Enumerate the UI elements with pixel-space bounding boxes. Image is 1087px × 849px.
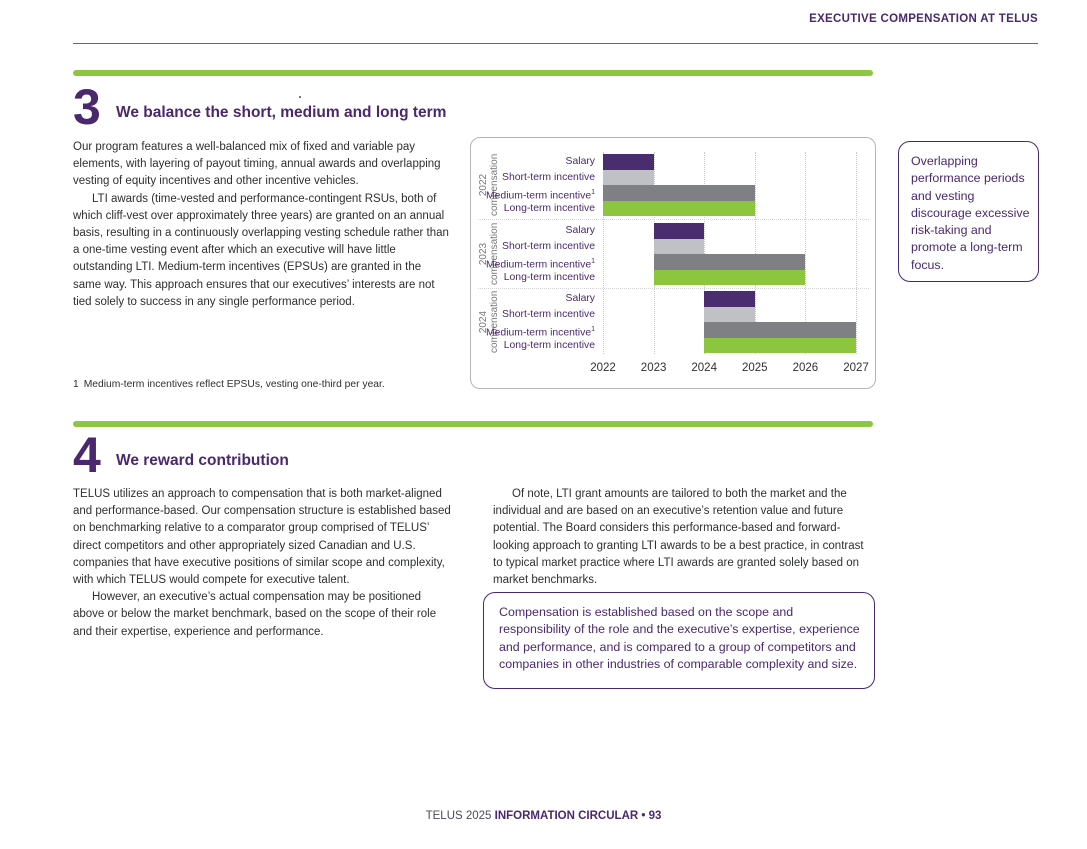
chart: 2022 2023 2024 2025 2026 2027 2022 compensation…	[470, 137, 876, 389]
section3-paragraph-1: Our program features a well-balanced mix…	[73, 141, 441, 188]
stray-dot	[299, 96, 301, 98]
section3-paragraph-2: LTI awards (time-vested and performance-…	[73, 192, 449, 308]
grid-line	[805, 152, 807, 354]
section4-number: 4	[73, 427, 101, 483]
callout-risk-taking: Overlapping performance periods and vest…	[898, 141, 1039, 282]
grid-line	[754, 152, 756, 354]
header-rule	[73, 43, 1038, 44]
bar-medium	[704, 322, 856, 338]
bar-long	[653, 269, 806, 285]
footer-prefix: TELUS 2025	[425, 810, 495, 822]
axis-tick-label: 2027	[843, 362, 869, 374]
row-label: Salary	[565, 156, 595, 167]
section4-left-column: TELUS utilizes an approach to compensati…	[73, 486, 451, 641]
section3-body: Our program features a well-balanced mix…	[73, 139, 451, 311]
bar-salary	[653, 223, 705, 239]
bar-short	[653, 238, 705, 254]
row-label: Short-term incentive	[502, 240, 595, 252]
section4-right-paragraph-1: Of note, LTI grant amounts are tailored …	[493, 488, 864, 587]
footer-page-number: INFORMATION CIRCULAR • 93	[494, 810, 662, 822]
bar-medium	[603, 185, 755, 201]
grid-line	[704, 152, 706, 354]
axis-tick-label: 2023	[640, 362, 667, 374]
row-label: Long-term incentive	[503, 271, 595, 283]
section4-left-paragraph-2: However, an executive’s actual compensat…	[73, 591, 437, 638]
page-footer: TELUS 2025 INFORMATION CIRCULAR • 93	[0, 810, 1087, 822]
bar-salary	[704, 291, 755, 307]
footnote-text: Medium-term incentives reflect EPSUs, ve…	[83, 379, 385, 390]
row-label: Salary	[565, 225, 595, 236]
section4-title: We reward contribution	[116, 452, 289, 469]
row-label: Short-term incentive	[502, 308, 595, 320]
section4-right-column: Of note, LTI grant amounts are tailored …	[493, 486, 873, 589]
footnote-number: 1	[73, 379, 79, 390]
bar-long	[603, 200, 755, 216]
axis-tick-label: 2024	[691, 362, 717, 374]
section3-title: We balance the short, medium and long te…	[116, 104, 447, 121]
bar-salary	[603, 154, 654, 170]
row-label: Medium-term incentive1	[486, 258, 595, 271]
row-label: Long-term incentive	[503, 202, 595, 214]
bar-medium	[653, 254, 806, 270]
row-label: Medium-term incentive1	[486, 189, 595, 202]
section3-number: 3	[73, 79, 101, 135]
group-separator	[478, 219, 869, 220]
bar-short	[704, 306, 755, 322]
row-label: Medium-term incentive1	[486, 326, 595, 339]
section3-green-rule	[73, 70, 873, 76]
axis-tick-label: 2025	[742, 362, 768, 374]
bar-short	[603, 169, 654, 185]
axis-tick-label: 2026	[792, 362, 819, 374]
section4-left-paragraph-1: TELUS utilizes an approach to compensati…	[73, 488, 451, 587]
grid-line	[603, 152, 604, 354]
row-label: Long-term incentive	[503, 339, 595, 351]
bar-long	[704, 337, 856, 353]
section4-green-rule	[73, 421, 873, 427]
callout-compensation: Compensation is established based on the…	[483, 592, 875, 689]
axis-tick-label: 2022	[590, 362, 616, 374]
page-header-title: EXECUTIVE COMPENSATION AT TELUS	[809, 13, 1038, 25]
row-label: Short-term incentive	[502, 171, 595, 183]
row-label: Salary	[565, 293, 595, 304]
grid-line	[856, 152, 857, 354]
group-separator	[478, 287, 869, 289]
footnote: 1 Medium-term incentives reflect EPSUs, v…	[73, 379, 385, 390]
